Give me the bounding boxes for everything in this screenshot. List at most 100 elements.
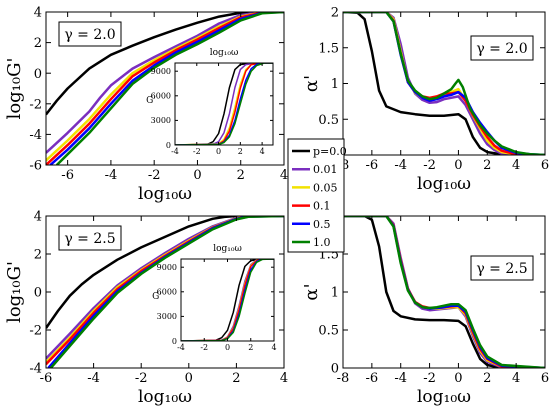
y-tick-label: 2 xyxy=(331,6,339,21)
x-tick-label: 4 xyxy=(280,371,288,386)
plot-area xyxy=(181,259,274,341)
x-tick-label: -6 xyxy=(40,371,53,386)
x-tick-label: -4 xyxy=(394,158,407,173)
x-tick-label: 2 xyxy=(237,168,245,183)
legend-label: 0.1 xyxy=(313,200,331,213)
y-tick-label: 0 xyxy=(172,337,177,346)
x-axis-label: log₁₀ω xyxy=(417,387,471,407)
x-tick-label: 4 xyxy=(512,371,520,386)
y-axis-label: log₁₀G' xyxy=(4,261,25,323)
y-tick-label: -2 xyxy=(29,97,42,112)
y-tick-label: -4 xyxy=(29,128,42,143)
x-tick-label: -8 xyxy=(337,371,350,386)
legend-label: p=0.0 xyxy=(313,145,347,158)
y-tick-label: 9000 xyxy=(157,263,177,272)
y-tick-label: 4 xyxy=(34,210,42,225)
x-tick-label: -4 xyxy=(177,343,185,352)
x-tick-label: -2 xyxy=(193,147,201,156)
legend-label: 0.05 xyxy=(313,181,338,194)
x-tick-label: -4 xyxy=(394,371,407,386)
series-line-p00 xyxy=(175,63,273,145)
x-tick-label: -6 xyxy=(366,158,379,173)
x-tick-label: 4 xyxy=(271,343,276,352)
x-tick-label: -2 xyxy=(200,343,208,352)
x-tick-label: -2 xyxy=(423,371,436,386)
series-line-10 xyxy=(181,259,274,341)
y-tick-label: 2 xyxy=(34,36,42,51)
legend-label: 1.0 xyxy=(313,236,331,249)
series-line-01 xyxy=(46,12,284,165)
x-tick-label: -2 xyxy=(135,371,148,386)
y-tick-label: 9000 xyxy=(151,67,171,76)
y-tick-label: -4 xyxy=(29,362,42,377)
x-tick-label: 0 xyxy=(225,343,230,352)
x-axis-label: log₁₀ω xyxy=(138,184,192,204)
plot-area xyxy=(343,216,545,368)
plot-frame xyxy=(174,62,274,146)
y-axis-label: G' xyxy=(152,292,162,302)
gamma-annotation: γ = 2.5 xyxy=(64,231,115,247)
gamma-annotation: γ = 2.0 xyxy=(476,41,527,57)
y-tick-label: 2 xyxy=(34,248,42,263)
legend-label: 0.01 xyxy=(313,163,338,176)
plot-frame xyxy=(45,11,285,166)
gamma-annotation-box xyxy=(470,35,534,61)
x-tick-label: 2 xyxy=(238,147,243,156)
gamma-annotation: γ = 2.0 xyxy=(64,27,115,43)
x-axis-label: log₁₀ω xyxy=(213,244,242,254)
y-tick-label: -6 xyxy=(29,159,42,174)
series-line-001 xyxy=(175,63,273,145)
y-axis-label: G' xyxy=(146,96,156,106)
y-tick-label: 0.5 xyxy=(318,324,339,339)
x-tick-label: 0 xyxy=(185,371,193,386)
y-tick-label: 0 xyxy=(34,67,42,82)
y-tick-label: 0.5 xyxy=(318,113,339,128)
gamma-annotation-box xyxy=(58,225,122,251)
x-axis-label: log₁₀ω xyxy=(210,48,239,58)
y-tick-label: 6000 xyxy=(151,92,171,101)
series-line-10 xyxy=(343,12,545,155)
x-tick-label: 4 xyxy=(512,158,520,173)
x-tick-label: -6 xyxy=(366,371,379,386)
x-tick-label: -2 xyxy=(423,158,436,173)
panel-c-inset: -4 -2 0 2 4 0 3000 6000 9000 log₁₀ω G' xyxy=(152,244,276,352)
y-tick-label: 6000 xyxy=(157,288,177,297)
gamma-annotation: γ = 2.5 xyxy=(476,261,527,277)
y-tick-label: 0 xyxy=(166,141,171,150)
x-tick-label: 0 xyxy=(193,168,201,183)
series-line-001 xyxy=(343,12,545,155)
plot-area xyxy=(343,12,545,155)
gamma-annotation-box xyxy=(470,255,534,281)
x-tick-label: 6 xyxy=(541,158,549,173)
x-tick-label: 2 xyxy=(483,371,491,386)
y-tick-label: -2 xyxy=(29,324,42,339)
x-tick-label: -4 xyxy=(87,371,100,386)
x-tick-label: -4 xyxy=(171,147,179,156)
x-tick-label: -2 xyxy=(148,168,161,183)
panel-a-inset: -4 -2 0 2 4 0 3000 6000 9000 log₁₀ω G' xyxy=(146,48,274,156)
y-tick-label: 4 xyxy=(34,6,42,21)
x-tick-label: -6 xyxy=(61,168,74,183)
y-axis-label: α' xyxy=(301,283,322,300)
legend: p=0.0 0.01 0.05 0.1 0.5 1.0 xyxy=(287,138,347,253)
y-tick-label: 3000 xyxy=(157,312,177,321)
gamma-annotation-box xyxy=(58,21,122,47)
x-tick-label: 4 xyxy=(260,147,265,156)
x-tick-label: 2 xyxy=(248,343,253,352)
y-tick-label: 1 xyxy=(331,77,339,92)
x-tick-label: 6 xyxy=(541,371,549,386)
y-tick-label: 1 xyxy=(331,286,339,301)
series-line-10 xyxy=(49,216,284,368)
series-line-10 xyxy=(343,216,545,368)
y-axis-label: α' xyxy=(301,75,322,92)
x-axis-label: log₁₀ω xyxy=(417,174,471,194)
y-tick-label: 0 xyxy=(331,362,339,377)
series-line-10 xyxy=(175,63,273,145)
y-tick-label: 1.5 xyxy=(318,41,339,56)
legend-box xyxy=(287,138,345,253)
y-tick-label: 3000 xyxy=(151,116,171,125)
